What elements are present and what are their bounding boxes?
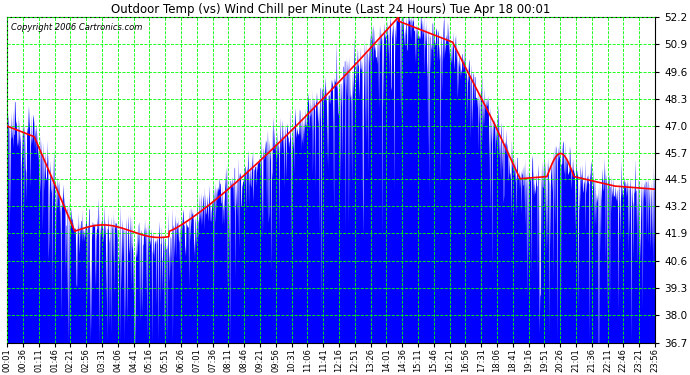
Text: Copyright 2006 Cartronics.com: Copyright 2006 Cartronics.com <box>10 24 142 33</box>
Title: Outdoor Temp (vs) Wind Chill per Minute (Last 24 Hours) Tue Apr 18 00:01: Outdoor Temp (vs) Wind Chill per Minute … <box>111 3 551 16</box>
